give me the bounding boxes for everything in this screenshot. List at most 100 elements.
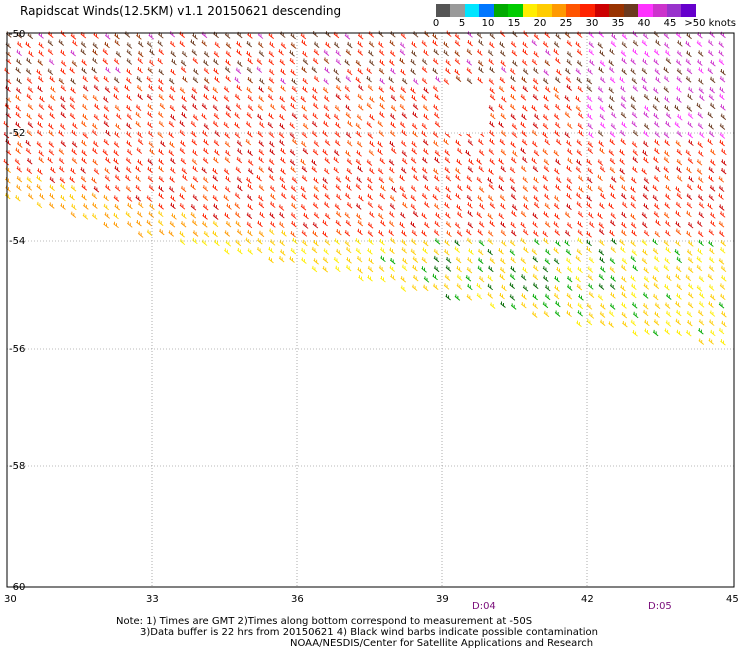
- wind-barb: [322, 130, 328, 137]
- wind-barb: [575, 68, 582, 75]
- wind-barb: [643, 276, 650, 283]
- wind-barb: [697, 309, 704, 317]
- wind-barb: [412, 264, 418, 272]
- wind-barb: [357, 267, 363, 274]
- wind-barb: [246, 221, 253, 229]
- wind-barb: [631, 230, 637, 237]
- wind-barb: [410, 87, 416, 94]
- wind-barb: [80, 41, 87, 48]
- wind-barb: [60, 30, 66, 38]
- wind-barb: [389, 130, 396, 137]
- wind-barb: [566, 104, 572, 111]
- wind-barb: [566, 203, 572, 210]
- wind-barb: [621, 57, 627, 65]
- wind-barb: [663, 86, 670, 93]
- wind-barb: [630, 68, 636, 75]
- wind-barb: [301, 175, 308, 182]
- chart-title: Rapidscat Winds(12.5KM) v1.1 20150621 de…: [20, 4, 342, 18]
- wind-barb: [566, 284, 573, 291]
- wind-barb: [664, 49, 671, 57]
- wind-barb: [113, 93, 119, 101]
- wind-barb: [510, 141, 516, 148]
- wind-barb: [412, 31, 419, 38]
- wind-barb: [410, 221, 416, 228]
- wind-barb: [301, 165, 308, 173]
- wind-barb: [577, 175, 584, 182]
- wind-barb: [630, 291, 637, 299]
- wind-barb: [432, 283, 439, 291]
- wind-barb: [257, 104, 264, 111]
- legend-swatch: [652, 4, 667, 17]
- wind-barb: [719, 123, 726, 130]
- wind-barb: [301, 131, 308, 139]
- wind-barb: [510, 93, 516, 101]
- wind-barb: [577, 85, 584, 93]
- wind-barb: [356, 114, 363, 121]
- wind-barb: [333, 156, 339, 164]
- wind-barb: [26, 93, 33, 101]
- wind-barb: [632, 48, 638, 55]
- wind-barb: [410, 248, 417, 256]
- footnote-line-1: Note: 1) Times are GMT 2)Times along bot…: [116, 616, 533, 627]
- wind-barb: [92, 140, 99, 148]
- wind-barb: [587, 113, 593, 120]
- legend-swatch: [681, 4, 696, 17]
- wind-barb: [588, 131, 594, 139]
- wind-barb: [598, 222, 605, 229]
- wind-barb: [576, 49, 583, 56]
- wind-barb: [301, 39, 307, 47]
- wind-barb: [92, 57, 98, 64]
- wind-barb: [247, 248, 254, 255]
- wind-barb: [25, 140, 31, 147]
- wind-barb: [676, 175, 683, 182]
- wind-barb: [512, 150, 518, 157]
- wind-barb: [313, 193, 319, 200]
- wind-barb: [237, 184, 243, 192]
- wind-barb: [688, 240, 694, 247]
- wind-barb: [665, 57, 672, 65]
- wind-barb: [223, 168, 230, 175]
- wind-barb: [16, 49, 22, 57]
- wind-barb: [27, 86, 34, 93]
- wind-barb: [697, 50, 704, 57]
- wind-barb: [290, 102, 296, 110]
- legend-swatch: [464, 4, 480, 17]
- wind-barb: [533, 195, 539, 202]
- wind-barb: [335, 265, 341, 273]
- wind-barb: [532, 273, 539, 281]
- wind-barb: [653, 87, 659, 94]
- wind-barb: [16, 176, 23, 183]
- wind-barb: [247, 57, 253, 65]
- wind-barb: [158, 68, 164, 76]
- wind-barb: [621, 302, 627, 309]
- wind-barb: [346, 140, 353, 147]
- wind-barb: [334, 139, 341, 147]
- wind-barb: [466, 294, 473, 301]
- wind-barb: [576, 192, 582, 199]
- wind-barb: [279, 176, 286, 183]
- wind-barb: [300, 32, 307, 40]
- wind-barb: [170, 202, 176, 210]
- wind-barb: [399, 121, 406, 128]
- wind-barb: [520, 257, 527, 264]
- wind-barb: [113, 58, 120, 65]
- wind-barb: [389, 247, 395, 255]
- wind-barb: [379, 59, 385, 66]
- wind-barb: [566, 40, 573, 47]
- wind-barb: [258, 50, 265, 57]
- wind-barb: [400, 167, 407, 174]
- wind-barb: [509, 177, 516, 184]
- wind-barb: [290, 166, 296, 173]
- wind-barb: [214, 76, 220, 83]
- wind-barb: [48, 141, 55, 148]
- wind-barb: [401, 192, 408, 200]
- wind-barb: [158, 120, 165, 128]
- wind-barb: [259, 78, 265, 85]
- legend-tick-45: 45: [663, 18, 677, 29]
- wind-barb: [37, 168, 43, 175]
- wind-barb: [478, 66, 484, 74]
- wind-barb: [378, 41, 384, 48]
- wind-barb: [246, 86, 252, 94]
- wind-barb: [487, 238, 494, 245]
- wind-barb: [247, 159, 254, 166]
